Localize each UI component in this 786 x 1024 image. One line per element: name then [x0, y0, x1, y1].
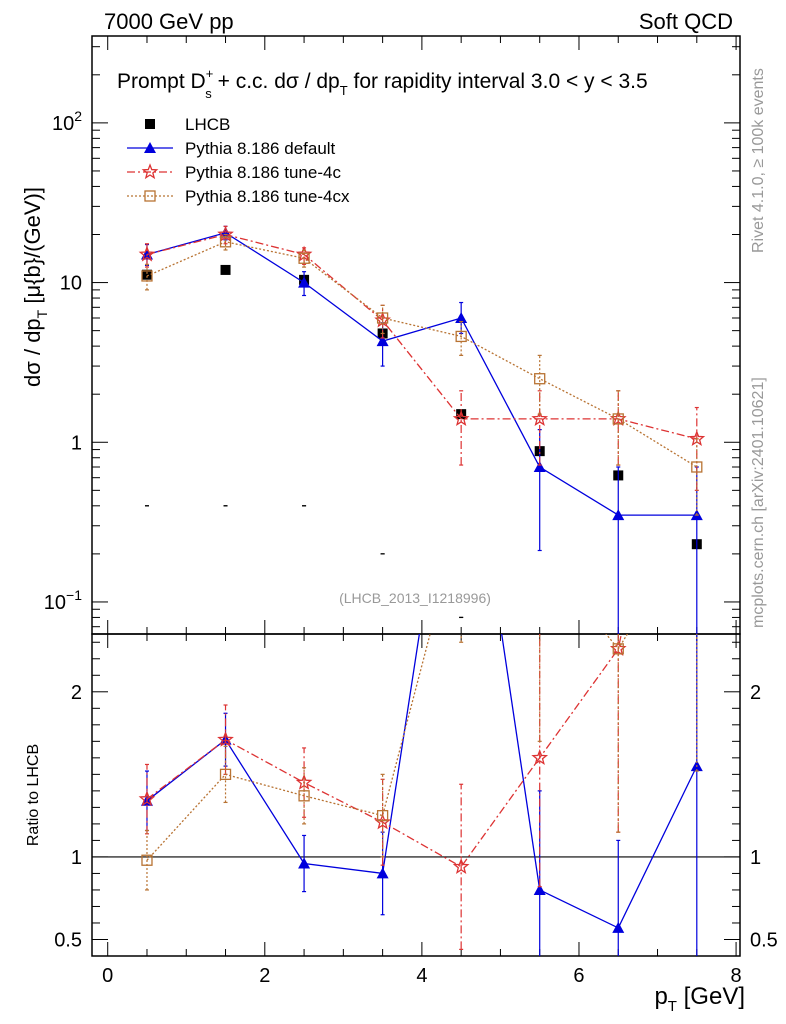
data-point-3 — [376, 312, 389, 324]
ratio-axis-label: Ratio to LHCB — [25, 744, 42, 846]
title-sup: + — [206, 66, 214, 81]
legend-label-0: LHCB — [185, 115, 230, 134]
ratio-point-3 — [376, 809, 389, 822]
ratio-point-1 — [376, 867, 389, 879]
ratio-tick-label: 2 — [71, 682, 82, 704]
data-point-3 — [219, 236, 232, 248]
data-point-1 — [455, 312, 468, 324]
side-text-mcplots: mcplots.cern.ch [arXiv:2401.10621] — [750, 377, 767, 628]
legend-label-2: Pythia 8.186 tune-4c — [185, 163, 341, 182]
y-tick-label: 10 — [60, 273, 82, 295]
x-axis-label-b: [GeV] — [677, 983, 745, 1010]
series-3 — [141, 233, 703, 516]
y-tick-label-exp: −1 — [66, 587, 82, 603]
y-axis-label-b: [μ{b}/(GeV)] — [20, 187, 45, 310]
data-point-3 — [141, 270, 153, 282]
data-point-2 — [452, 410, 470, 427]
legend-label-1: Pythia 8.186 default — [185, 139, 336, 158]
ratio-plot-frame — [91, 633, 741, 957]
series-line-2 — [146, 233, 697, 440]
data-point-3 — [455, 330, 467, 343]
legend-marker-2 — [141, 163, 159, 180]
ratio-point-2 — [452, 858, 470, 874]
x-tick-label: 4 — [416, 965, 427, 987]
ratio-point-2 — [531, 749, 549, 765]
title-mid: + c.c. dσ / dp — [212, 70, 340, 93]
ratio-point-2 — [295, 773, 313, 790]
y-tick-label-base: 10 — [44, 592, 66, 614]
ratio-point-3 — [612, 643, 624, 655]
ratio-line-2 — [146, 634, 622, 868]
data-point-0 — [141, 269, 152, 280]
ratio-point-3 — [298, 790, 310, 802]
ratio-line-1 — [146, 634, 698, 929]
data-point-3 — [298, 252, 310, 264]
ratio-point-3 — [219, 768, 232, 781]
x-tick-label: 8 — [731, 965, 742, 987]
y-tick-label-base: 10 — [60, 273, 82, 295]
data-point-2 — [531, 410, 549, 427]
ratio-series-3 — [141, 510, 699, 891]
data-point-0 — [220, 264, 231, 275]
data-point-1 — [376, 335, 389, 347]
x-tick-label: 2 — [259, 965, 270, 987]
data-point-1 — [612, 509, 625, 521]
y-tick-label: 10−1 — [44, 587, 82, 614]
ratio-point-3 — [141, 854, 153, 866]
header-right: Soft QCD — [639, 9, 733, 34]
title-sub: s — [205, 86, 212, 101]
x-axis-label: pT [GeV] — [654, 983, 745, 1015]
ratio-tick-label-right: 1 — [750, 847, 761, 869]
y-tick-label-exp: 2 — [74, 108, 82, 124]
y-axis-label: dσ / dpT [μ{b}/(GeV)] — [20, 187, 50, 387]
ratio-point-2 — [690, 255, 703, 268]
x-tick-label: 6 — [573, 965, 584, 987]
x-tick-label: 0 — [102, 965, 113, 987]
ratio-line-3 — [146, 634, 629, 861]
header-left: 7000 GeV pp — [104, 9, 234, 34]
ratio-point-1 — [533, 883, 546, 895]
ratio-tick-label: 1 — [71, 847, 82, 869]
data-marks — [138, 225, 706, 956]
ratio-point-1 — [298, 857, 311, 869]
y-tick-label-base: 10 — [52, 113, 74, 135]
ratio-point-1 — [455, 356, 467, 367]
data-point-1 — [298, 276, 311, 288]
ratio-tick-label-right: 0.5 — [750, 929, 778, 951]
data-point-3 — [612, 413, 624, 425]
y-axis-label-a: dσ / dp — [20, 318, 45, 387]
x-axis-label-a: p — [654, 983, 667, 1010]
data-point-2 — [138, 245, 156, 262]
data-point-1 — [533, 461, 546, 473]
data-point-3 — [534, 373, 546, 385]
plot-title: Prompt D+ s + c.c. dσ / dpT for rapidity … — [117, 66, 648, 101]
y-tick-label-base: 1 — [71, 432, 82, 454]
y-tick-label: 102 — [52, 108, 82, 135]
analysis-tag: (LHCB_2013_I1218996) — [339, 590, 491, 606]
legend: LHCB Pythia 8.186 default Pythia 8.186 tun… — [127, 115, 350, 206]
title-prefix: Prompt D — [117, 70, 206, 93]
ratio-point-2 — [138, 790, 156, 807]
x-axis-label-sub: T — [668, 998, 677, 1015]
data-point-3 — [691, 461, 703, 473]
side-text-rivet: Rivet 4.1.0, ≥ 100k events — [750, 68, 767, 253]
legend-label-3: Pythia 8.186 tune-4cx — [185, 187, 350, 206]
title-sub2: T — [340, 83, 348, 98]
ratio-tick-label: 0.5 — [54, 929, 82, 951]
y-axis-label-sub: T — [34, 309, 50, 318]
series-line-3 — [146, 241, 698, 468]
ratio-point-3 — [456, 510, 466, 520]
legend-marker-0 — [145, 119, 155, 129]
title-suffix: for rapidity interval 3.0 < y < 3.5 — [348, 70, 648, 93]
legend-marker-3 — [144, 190, 156, 202]
ratio-tick-label-right: 2 — [750, 682, 761, 704]
ratio-point-2 — [217, 730, 234, 747]
y-tick-label: 1 — [71, 432, 82, 454]
ratio-point-1 — [612, 921, 625, 933]
series-line-1 — [146, 232, 697, 516]
legend-marker-1 — [144, 142, 156, 153]
